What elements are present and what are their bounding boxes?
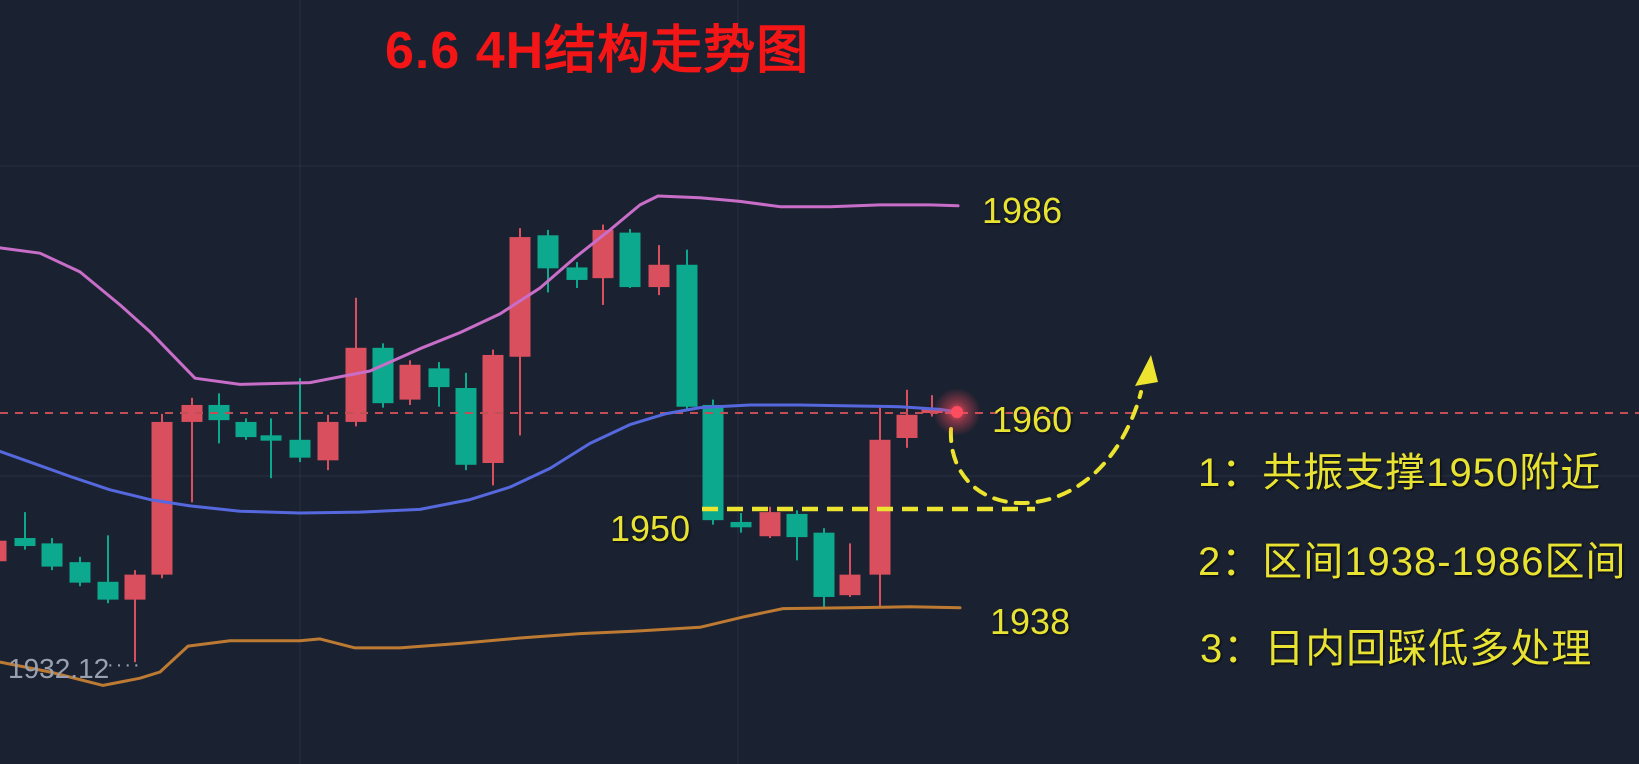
candle-body bbox=[537, 235, 559, 269]
candle-body bbox=[921, 409, 943, 413]
candle-body bbox=[181, 404, 203, 422]
candle-body bbox=[0, 540, 7, 562]
candle-body bbox=[455, 387, 477, 465]
strategy-note-1: 1：共振支撑1950附近 bbox=[1198, 451, 1602, 495]
candle-body bbox=[730, 521, 752, 528]
candle-body bbox=[786, 513, 808, 538]
candle-body bbox=[14, 538, 36, 547]
candle-body bbox=[317, 421, 339, 461]
strategy-note-3: 3：日内回踩低多处理 bbox=[1200, 627, 1593, 671]
support-price-label: 1950 bbox=[610, 508, 691, 549]
upper-band-price-label: 1986 bbox=[982, 190, 1063, 231]
session-low-label: 1932.12 bbox=[8, 653, 110, 684]
candle-body bbox=[839, 574, 861, 596]
candle-body bbox=[648, 264, 670, 288]
middle-band-line bbox=[0, 403, 960, 515]
candle-body bbox=[345, 347, 367, 422]
lower-band-price-label: 1938 bbox=[990, 601, 1071, 642]
bounce-arrow-head bbox=[1135, 355, 1158, 386]
current-price-label: 1960 bbox=[992, 399, 1073, 440]
candle-body bbox=[260, 435, 282, 441]
candle-body bbox=[124, 574, 146, 600]
candle-body bbox=[372, 347, 394, 404]
candle-body bbox=[208, 404, 230, 421]
candle-body bbox=[566, 267, 588, 280]
candle-body bbox=[289, 439, 311, 458]
candle-body bbox=[97, 581, 119, 600]
candle-body bbox=[69, 562, 91, 583]
chart-title: 6.6 4H结构走势图 bbox=[385, 22, 810, 80]
candle-body bbox=[509, 237, 531, 357]
price-dot bbox=[951, 406, 963, 418]
candle-body bbox=[702, 404, 724, 521]
strategy-note-2: 2：区间1938-1986区间 bbox=[1198, 540, 1627, 584]
candle-body bbox=[482, 354, 504, 464]
session-low-dots: ···· bbox=[107, 654, 142, 676]
candle-body bbox=[235, 421, 257, 438]
candle-body bbox=[813, 532, 835, 597]
candle-body bbox=[759, 512, 781, 537]
candle-body bbox=[41, 543, 63, 567]
bounce-arrow-curve bbox=[948, 390, 1143, 505]
candle-body bbox=[619, 232, 641, 288]
candle-body bbox=[399, 364, 421, 400]
upper-band-line bbox=[0, 194, 960, 386]
candle-body bbox=[151, 421, 173, 575]
candle-body bbox=[676, 264, 698, 407]
candle-body bbox=[896, 414, 918, 439]
candle-body bbox=[428, 368, 450, 388]
lower-band-line bbox=[0, 605, 962, 687]
candle-body bbox=[592, 229, 614, 279]
